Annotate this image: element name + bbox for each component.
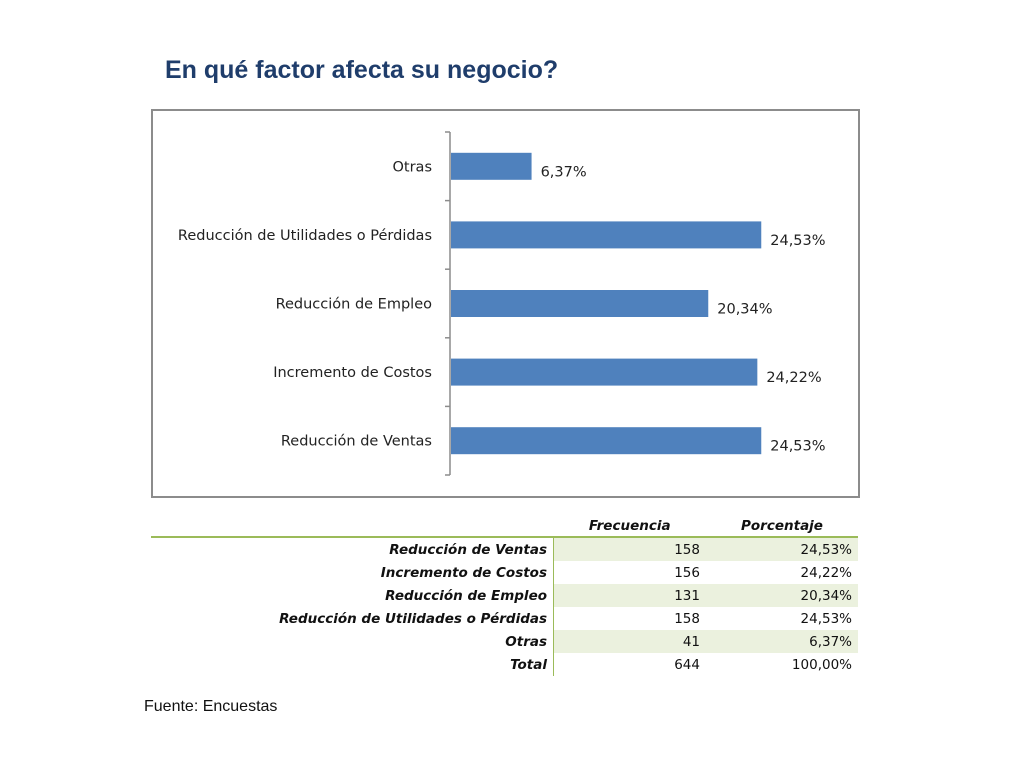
source-note: Fuente: Encuestas	[144, 698, 278, 715]
bar-chart: Otras 6,37% Reducción de Utilidades o Pérd…	[151, 109, 860, 498]
bar-chart-svg: Otras 6,37% Reducción de Utilidades o Pérd…	[178, 131, 826, 476]
table-row: Otras 41 6,37%	[151, 630, 858, 653]
bar	[451, 358, 758, 386]
row-percent: 24,53%	[800, 610, 852, 627]
row-frequency: 156	[674, 564, 700, 581]
data-label: 20,34%	[717, 302, 772, 318]
category-label: Otras	[393, 159, 433, 175]
row-label: Reducción de Utilidades o Pérdidas	[151, 607, 554, 630]
table-header-row: Frecuencia Porcentaje	[151, 515, 858, 538]
header-label-column	[151, 515, 554, 538]
header-percent: Porcentaje	[706, 515, 858, 538]
bar	[451, 290, 709, 317]
total-label: Total	[151, 653, 554, 676]
row-percent: 24,53%	[706, 537, 858, 561]
frequency-table: Frecuencia Porcentaje Reducción de Venta…	[151, 515, 858, 676]
row-percent: 6,37%	[706, 630, 858, 653]
category-label: Reducción de Utilidades o Pérdidas	[178, 228, 432, 244]
row-frequency: 158	[553, 537, 706, 561]
bar	[451, 427, 762, 455]
data-label: 24,53%	[770, 233, 825, 249]
page-title: En qué factor afecta su negocio?	[165, 56, 559, 84]
data-label: 24,53%	[770, 439, 825, 455]
row-frequency: 131	[553, 584, 706, 607]
row-frequency: 158	[674, 610, 700, 627]
row-label: Otras	[151, 630, 554, 653]
data-label: 24,22%	[766, 370, 821, 386]
row-label: Incremento de Costos	[151, 561, 554, 584]
row-frequency: 41	[553, 630, 706, 653]
category-label: Incremento de Costos	[273, 365, 432, 381]
table-row: Incremento de Costos 156 24,22%	[151, 561, 858, 584]
total-percent: 100,00%	[791, 656, 852, 673]
category-label: Reducción de Ventas	[281, 434, 432, 450]
category-label: Reducción de Empleo	[276, 297, 433, 313]
table-row: Reducción de Utilidades o Pérdidas 158 2…	[151, 607, 858, 630]
total-frequency: 644	[674, 656, 700, 673]
row-percent: 24,22%	[800, 564, 852, 581]
bar	[451, 152, 532, 180]
table-row: Reducción de Ventas 158 24,53%	[151, 537, 858, 561]
header-frequency: Frecuencia	[553, 515, 706, 538]
row-label: Reducción de Empleo	[151, 584, 554, 607]
row-percent: 20,34%	[706, 584, 858, 607]
table-total-row: Total 644 100,00%	[151, 653, 858, 676]
table-row: Reducción de Empleo 131 20,34%	[151, 584, 858, 607]
data-label: 6,37%	[541, 164, 587, 180]
row-label: Reducción de Ventas	[151, 537, 554, 561]
bar	[451, 221, 762, 249]
